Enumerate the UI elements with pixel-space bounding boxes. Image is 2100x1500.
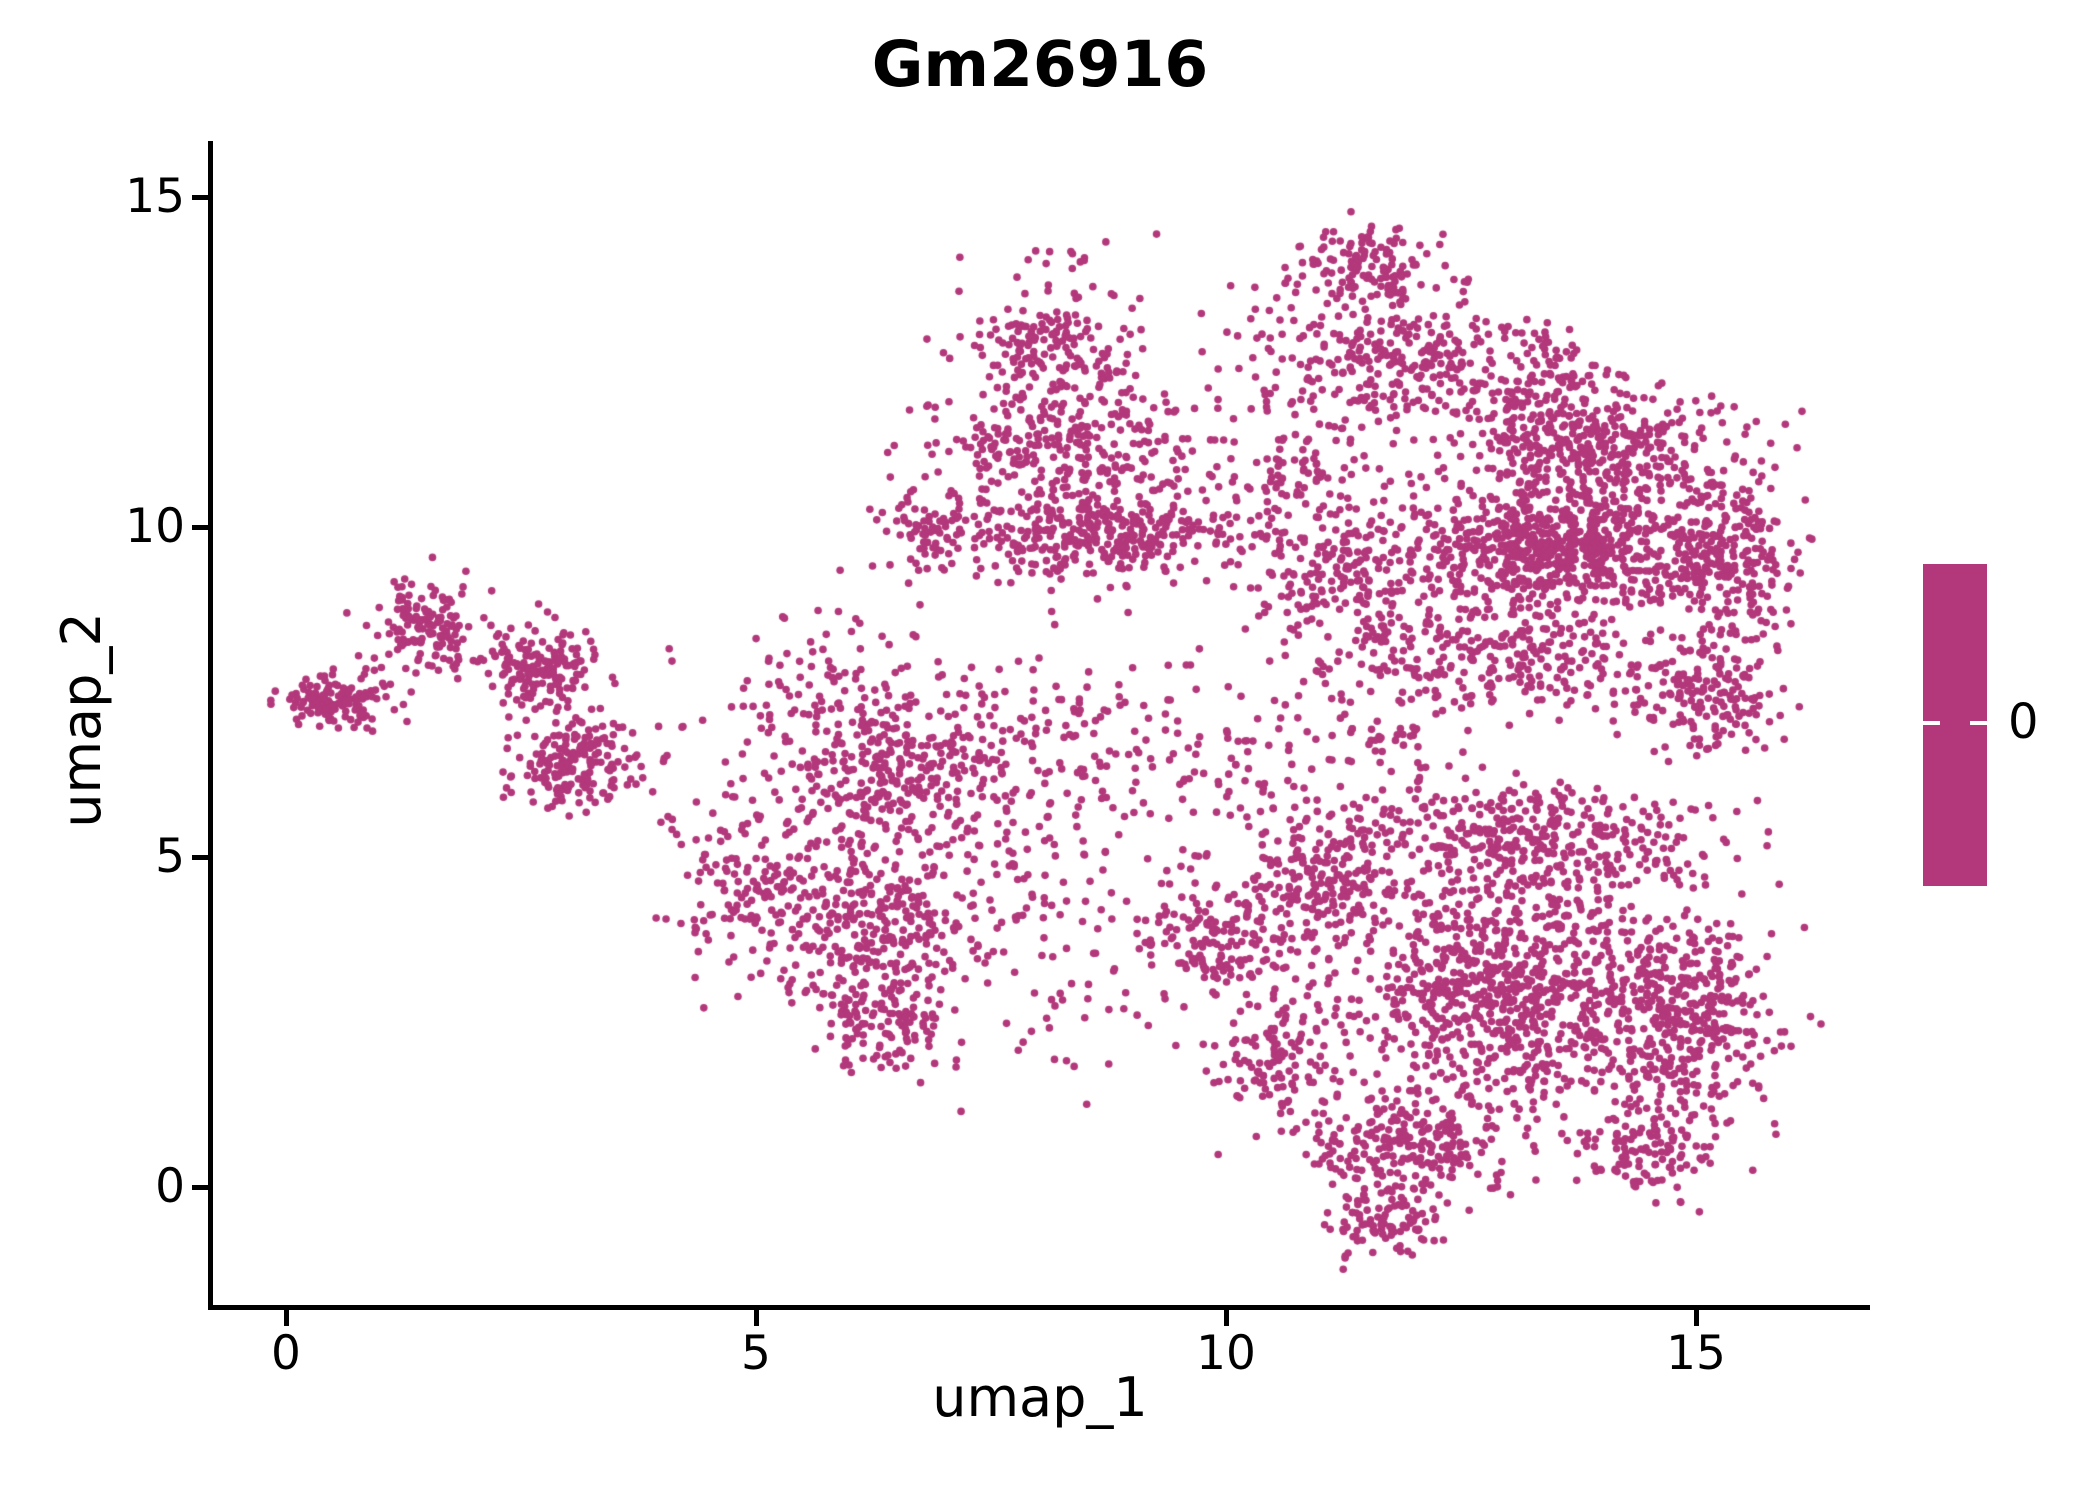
y-tick-label-5: 5 <box>155 829 185 884</box>
y-tick-mark-15 <box>192 195 208 200</box>
x-tick-label-0: 0 <box>271 1326 301 1381</box>
y-axis-spine <box>208 141 213 1310</box>
x-tick-label-15: 15 <box>1666 1326 1726 1381</box>
x-tick-mark-5 <box>754 1310 759 1326</box>
y-tick-label-15: 15 <box>125 169 185 224</box>
x-axis-spine <box>208 1305 1870 1310</box>
colorbar-label: 0 <box>2008 694 2039 750</box>
x-tick-mark-0 <box>284 1310 289 1326</box>
y-tick-label-0: 0 <box>155 1159 185 1214</box>
x-tick-mark-10 <box>1224 1310 1229 1326</box>
x-tick-mark-15 <box>1694 1310 1699 1326</box>
y-tick-mark-0 <box>192 1185 208 1190</box>
y-tick-label-10: 10 <box>125 499 185 554</box>
colorbar <box>1923 564 1987 886</box>
y-axis-label: umap_2 <box>50 612 113 828</box>
plot-title: Gm26916 <box>871 28 1209 101</box>
y-tick-mark-5 <box>192 855 208 860</box>
y-tick-mark-10 <box>192 525 208 530</box>
x-axis-label: umap_1 <box>932 1366 1148 1429</box>
colorbar-tick-right <box>1970 721 1987 725</box>
umap-scatter-points <box>210 140 1880 1307</box>
x-tick-label-10: 10 <box>1196 1326 1256 1381</box>
x-tick-label-5: 5 <box>741 1326 771 1381</box>
colorbar-tick-left <box>1923 721 1940 725</box>
